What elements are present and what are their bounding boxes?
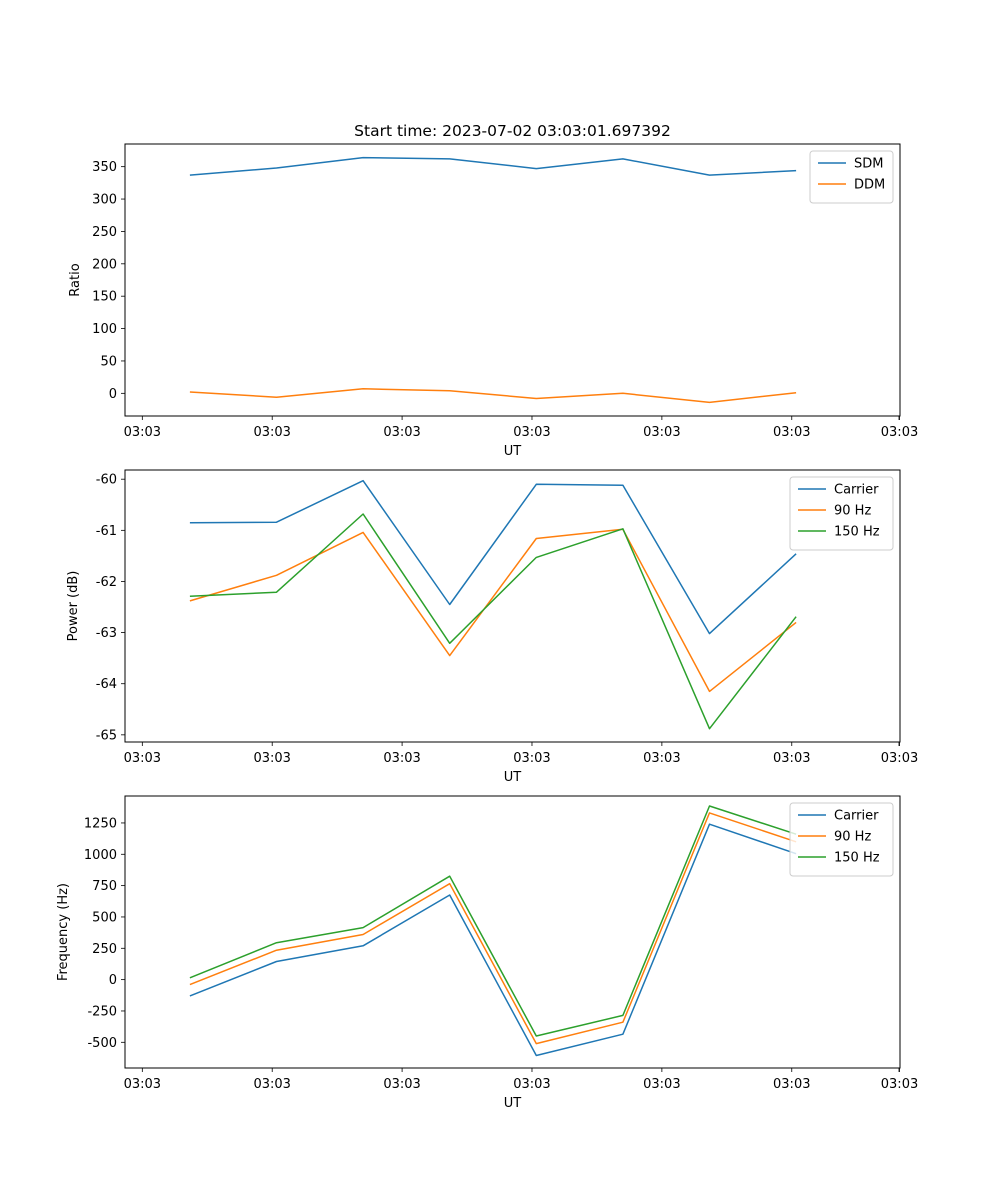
series-line-carrier (189, 479, 797, 635)
y-tick-label: -250 (87, 1004, 117, 1019)
x-tick-label: 03:03 (881, 751, 918, 766)
x-tick-label: 03:03 (124, 1077, 161, 1092)
x-tick-label: 03:03 (253, 425, 290, 440)
legend: Carrier 90 Hz 150 Hz (789, 802, 894, 877)
series-line-150-hz (189, 805, 797, 1037)
y-tick-label: 0 (109, 973, 117, 988)
chart-title: Start time: 2023-07-02 03:03:01.697392 (354, 122, 671, 140)
legend-entry-label: SDM (854, 157, 883, 172)
y-tick-label: 250 (92, 225, 117, 240)
series-line-150-hz (189, 513, 797, 730)
subplot-3: 03:03 03:03 03:03 03:03 03:03 03:03 03:03 -500 -… (56, 795, 918, 1111)
y-tick-label: 300 (92, 193, 117, 208)
y-tick-label: 200 (92, 257, 117, 272)
y-tick-label: 150 (92, 290, 117, 305)
y-tick-label: 750 (92, 879, 117, 894)
y-tick-label: -500 (87, 1036, 117, 1051)
axes-frame (124, 469, 901, 743)
x-tick-label: 03:03 (643, 751, 680, 766)
x-tick-label: 03:03 (881, 425, 918, 440)
axes-frame (124, 795, 901, 1069)
legend: SDM DDM (809, 150, 894, 204)
y-tick-label: -65 (96, 728, 117, 743)
x-tick-label: 03:03 (383, 751, 420, 766)
series-line-90-hz (189, 812, 797, 1045)
x-tick-label: 03:03 (124, 425, 161, 440)
y-tick-label: -64 (96, 677, 117, 692)
y-tick-label: 250 (92, 942, 117, 957)
y-tick-label: -62 (96, 575, 117, 590)
x-tick-label: 03:03 (773, 1077, 810, 1092)
x-axis-label: UT (504, 444, 522, 459)
x-tick-label: 03:03 (643, 425, 680, 440)
x-tick-label: 03:03 (124, 751, 161, 766)
subplot-1: 03:03 03:03 03:03 03:03 03:03 03:03 03:03 0 50 10… (68, 122, 918, 459)
y-tick-label: -61 (96, 524, 117, 539)
series-line-ddm (189, 388, 797, 404)
x-tick-label: 03:03 (881, 1077, 918, 1092)
x-tick-label: 03:03 (773, 751, 810, 766)
legend-entry-label: DDM (854, 178, 885, 193)
x-tick-label: 03:03 (253, 751, 290, 766)
y-tick-label: -63 (96, 626, 117, 641)
y-axis-label: Ratio (68, 263, 83, 296)
subplot-2: 03:03 03:03 03:03 03:03 03:03 03:03 03:03 -65 -6… (66, 469, 918, 785)
y-tick-label: -60 (96, 473, 117, 488)
y-tick-label: 100 (92, 322, 117, 337)
legend-entry-label: 90 Hz (834, 504, 871, 519)
series-line-sdm (189, 156, 797, 176)
y-tick-label: 0 (109, 387, 117, 402)
axes-frame (124, 143, 901, 417)
legend-entry-label: Carrier (834, 809, 879, 824)
x-tick-label: 03:03 (383, 425, 420, 440)
legend: Carrier 90 Hz 150 Hz (789, 476, 894, 551)
legend-entry-label: 150 Hz (834, 525, 880, 540)
x-tick-label: 03:03 (643, 1077, 680, 1092)
legend-entry-label: 90 Hz (834, 830, 871, 845)
x-tick-label: 03:03 (513, 751, 550, 766)
x-tick-label: 03:03 (513, 425, 550, 440)
y-tick-label: 50 (100, 354, 117, 369)
y-tick-label: 350 (92, 160, 117, 175)
legend-entry-label: Carrier (834, 483, 879, 498)
y-axis-label: Frequency (Hz) (56, 883, 71, 981)
x-tick-label: 03:03 (383, 1077, 420, 1092)
y-tick-label: 500 (92, 910, 117, 925)
legend-entry-label: 150 Hz (834, 851, 880, 866)
x-tick-label: 03:03 (773, 425, 810, 440)
x-tick-label: 03:03 (513, 1077, 550, 1092)
legend-box (809, 150, 894, 204)
series-line-90-hz (189, 528, 797, 693)
x-tick-label: 03:03 (253, 1077, 290, 1092)
y-axis-label: Power (dB) (66, 571, 81, 642)
y-tick-label: 1250 (84, 816, 117, 831)
series-line-carrier (189, 823, 797, 1057)
y-tick-label: 1000 (84, 848, 117, 863)
x-axis-label: UT (504, 770, 522, 785)
x-axis-label: UT (504, 1096, 522, 1111)
